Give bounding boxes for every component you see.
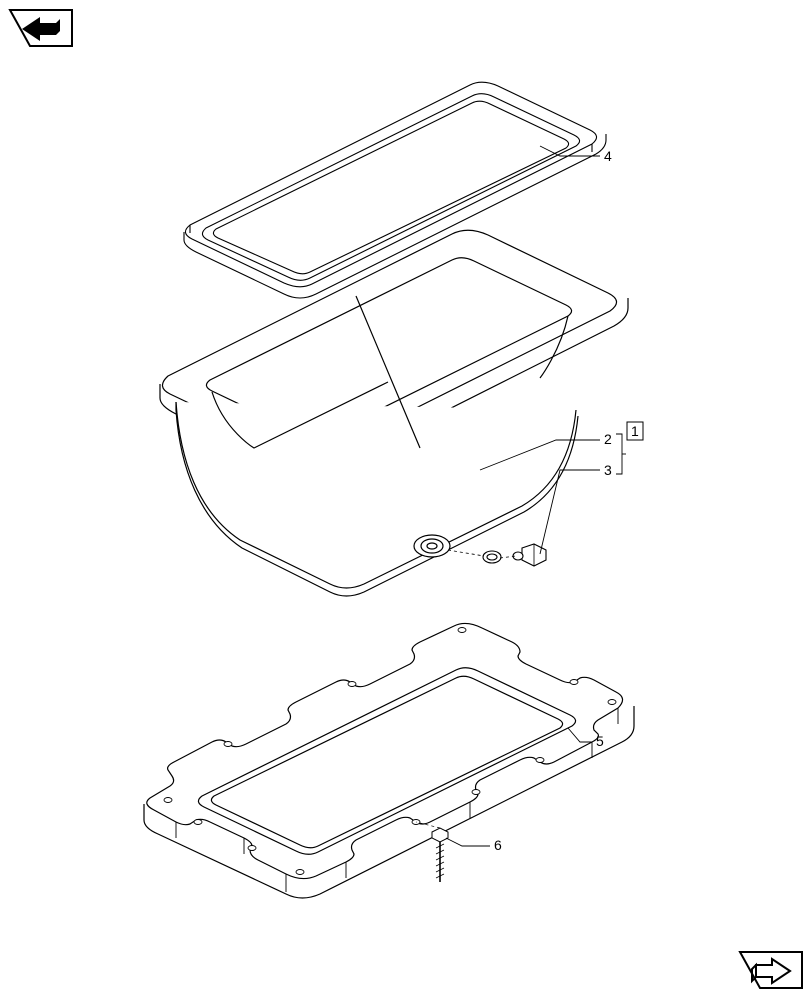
nav-prev-icon[interactable] bbox=[10, 10, 72, 46]
diagram-stage: 1 2 3 4 5 6 bbox=[0, 0, 812, 1000]
part-oil-pan bbox=[160, 230, 628, 596]
callout-3: 3 bbox=[604, 462, 612, 478]
callout-2: 2 bbox=[604, 431, 612, 447]
nav-next-icon[interactable] bbox=[740, 952, 802, 988]
callout-1: 1 bbox=[631, 423, 639, 439]
drain-boss bbox=[414, 535, 450, 557]
part-drain-plug bbox=[513, 544, 546, 566]
callout-4: 4 bbox=[604, 148, 612, 164]
part-bolt bbox=[432, 828, 448, 882]
callout-6: 6 bbox=[494, 837, 502, 853]
callout-5: 5 bbox=[596, 733, 604, 749]
part-drain-washer bbox=[483, 551, 501, 563]
part-frame bbox=[144, 623, 634, 898]
exploded-diagram bbox=[0, 0, 812, 1000]
